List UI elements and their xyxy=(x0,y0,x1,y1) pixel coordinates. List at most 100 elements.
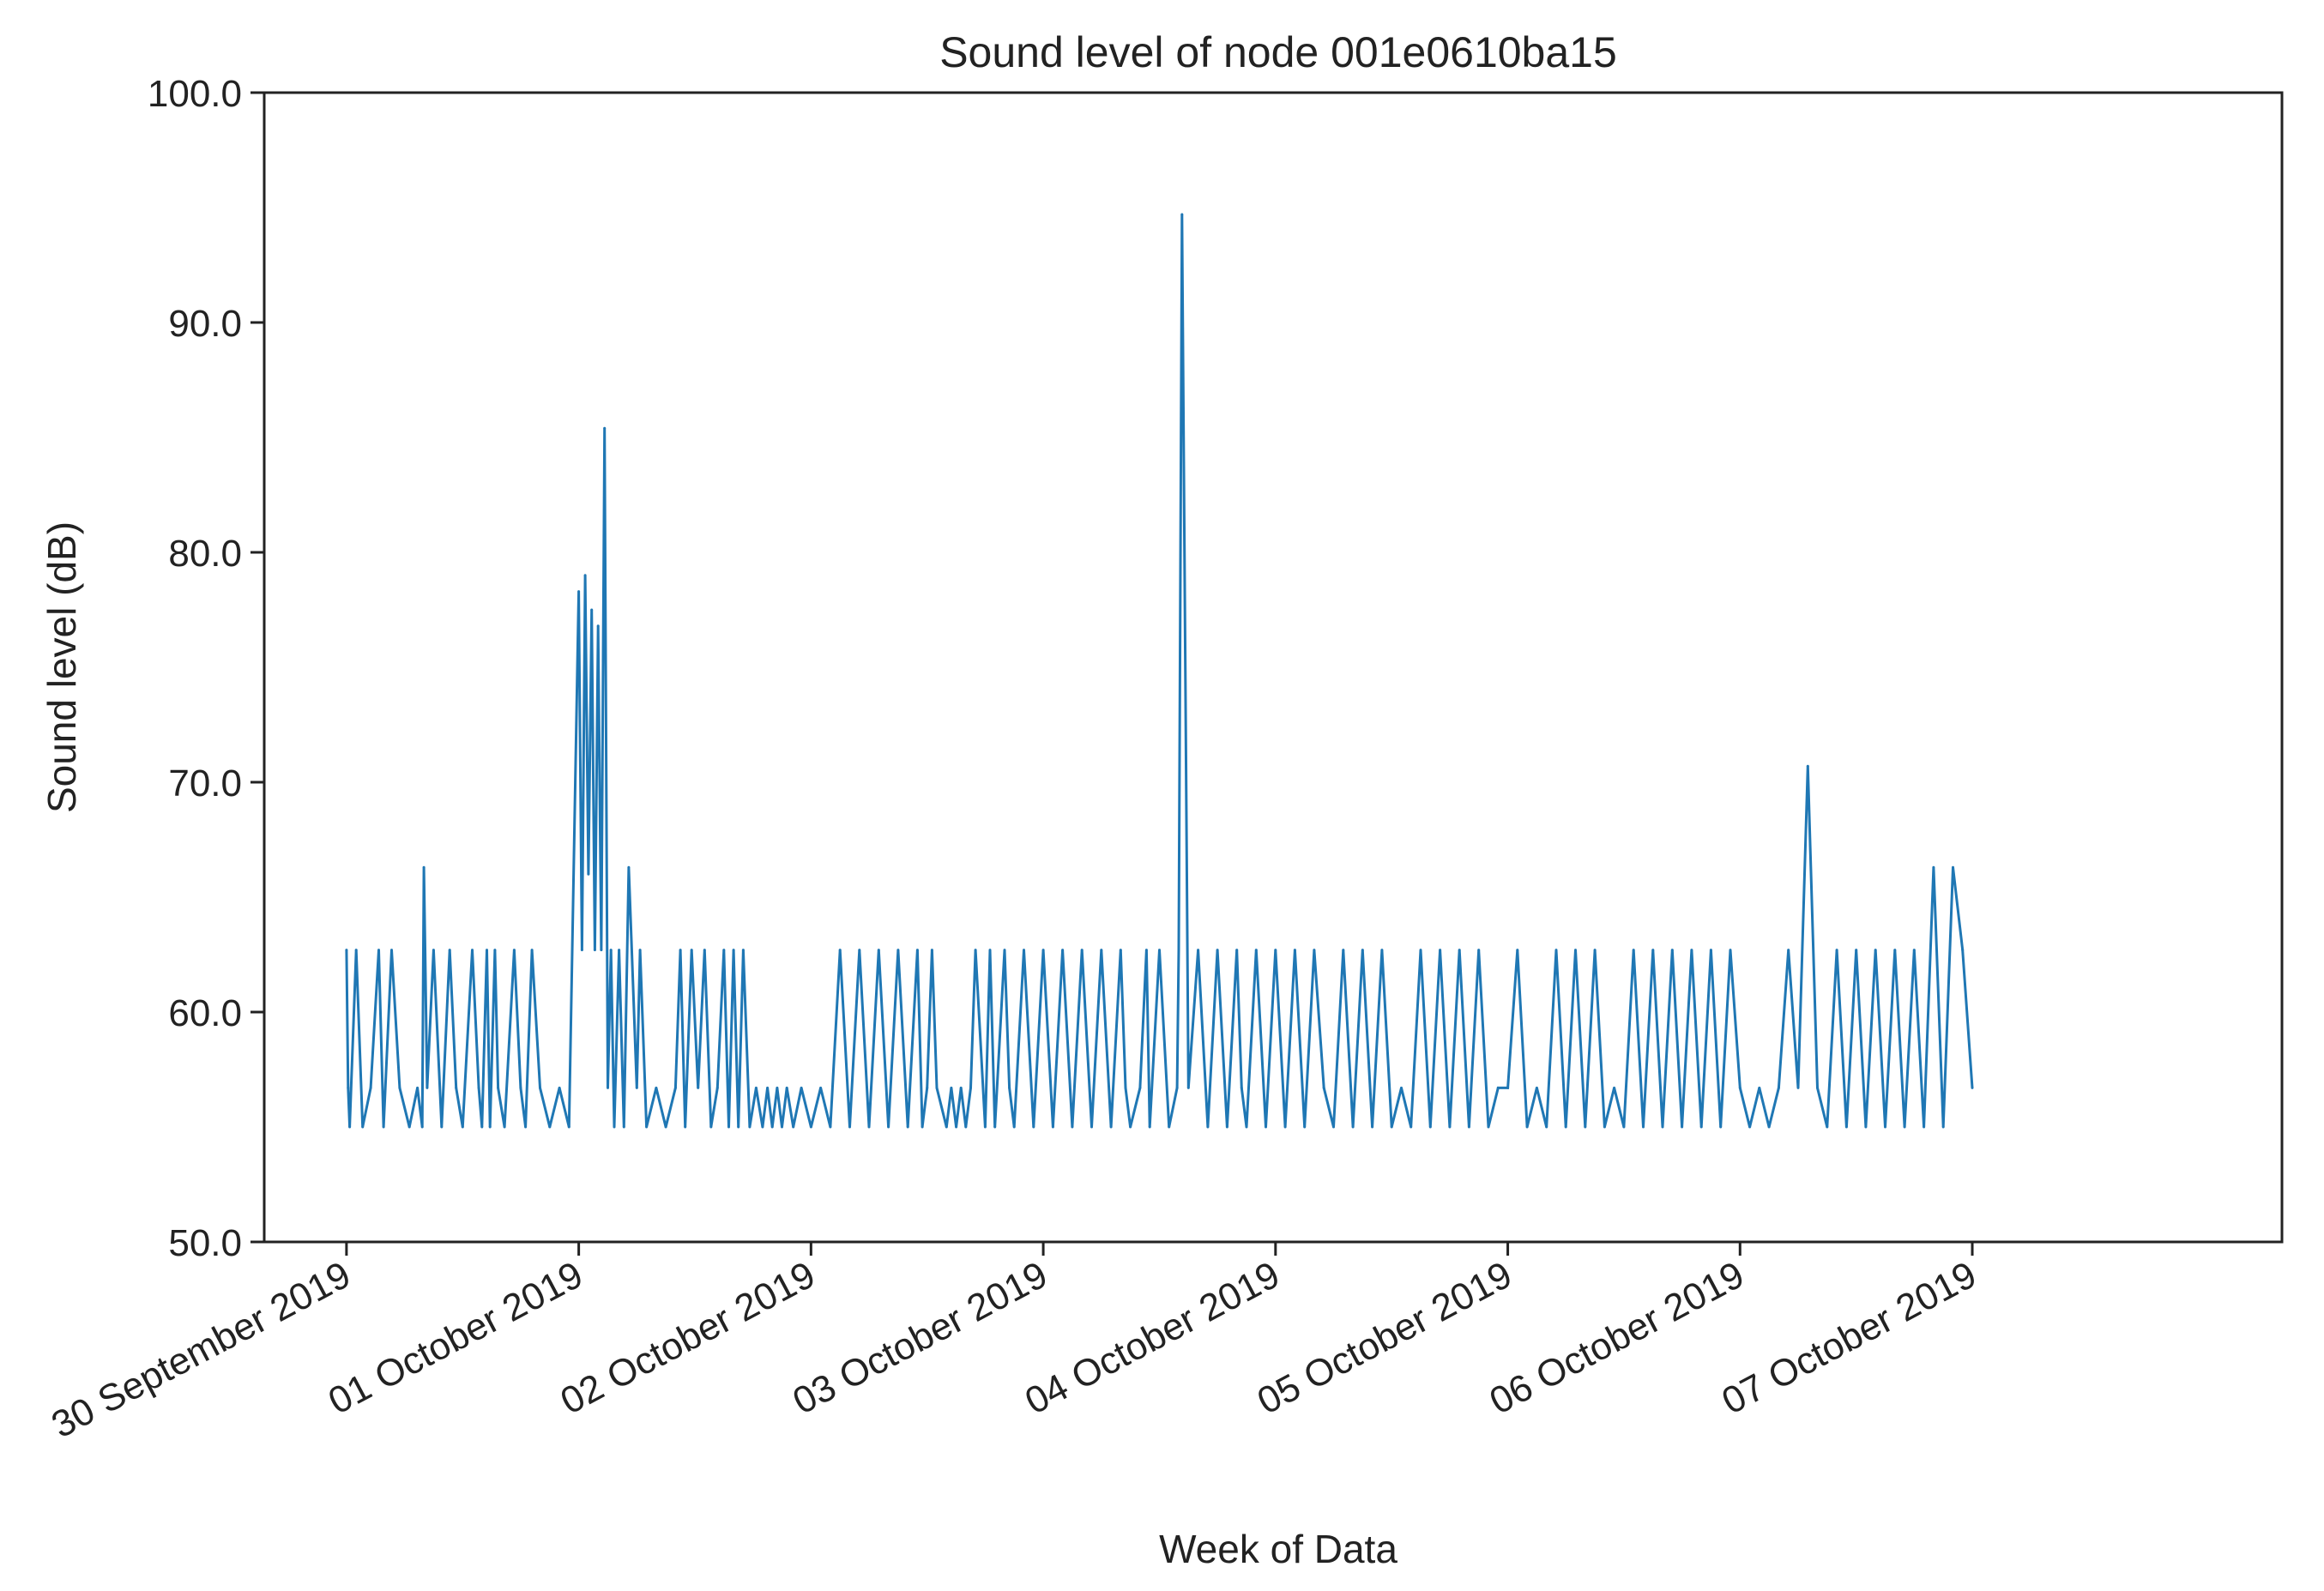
data-point xyxy=(1932,865,1935,869)
data-point xyxy=(587,872,590,876)
data-point xyxy=(829,1125,832,1129)
data-point xyxy=(988,949,992,952)
data-point xyxy=(1952,865,1954,869)
data-point xyxy=(354,949,358,952)
data-point xyxy=(512,949,516,952)
data-point xyxy=(964,1125,968,1129)
data-point xyxy=(1912,949,1916,952)
data-point xyxy=(983,1125,987,1129)
data-point xyxy=(1380,949,1384,952)
data-point xyxy=(1206,1125,1210,1129)
data-point xyxy=(727,1125,730,1129)
data-point xyxy=(1738,1086,1741,1089)
x-tick-label: 30 September 2019 xyxy=(45,1254,357,1447)
data-point xyxy=(748,1125,752,1129)
data-point xyxy=(858,949,861,952)
y-axis-label: Sound level (dB) xyxy=(39,521,84,813)
data-point xyxy=(455,1086,458,1089)
x-tick-label: 01 October 2019 xyxy=(322,1254,589,1423)
data-point xyxy=(1806,764,1809,768)
data-point xyxy=(382,1125,385,1129)
data-point xyxy=(1254,949,1258,952)
data-point xyxy=(1506,1086,1510,1089)
data-point xyxy=(969,1086,972,1089)
data-point xyxy=(426,1086,429,1089)
data-point xyxy=(1719,1125,1723,1129)
data-point xyxy=(622,1125,625,1129)
data-point xyxy=(1061,949,1065,952)
data-point xyxy=(781,1125,783,1129)
data-point xyxy=(950,1086,953,1089)
data-point xyxy=(896,949,900,952)
data-point xyxy=(530,949,534,952)
data-point xyxy=(1332,1125,1335,1129)
data-point xyxy=(766,1086,770,1089)
data-point xyxy=(477,1086,480,1089)
data-point xyxy=(1651,949,1655,952)
data-point xyxy=(548,1125,552,1129)
data-point xyxy=(1400,1086,1403,1089)
data-point xyxy=(1971,1086,1974,1089)
data-point xyxy=(1012,1125,1016,1129)
data-point xyxy=(800,1086,803,1089)
data-point xyxy=(558,1086,561,1089)
data-point xyxy=(361,1125,365,1129)
data-point xyxy=(583,574,587,577)
data-point xyxy=(1100,949,1103,952)
data-point xyxy=(697,1086,700,1089)
data-point xyxy=(1787,949,1790,952)
data-point xyxy=(655,1086,658,1089)
data-point xyxy=(347,1086,350,1089)
data-point xyxy=(906,1125,909,1129)
data-point xyxy=(461,1125,464,1129)
data-point xyxy=(519,1086,522,1089)
data-point xyxy=(1941,1125,1945,1129)
data-point xyxy=(635,1086,638,1089)
data-point xyxy=(493,949,497,952)
data-point xyxy=(613,1125,616,1129)
y-tick-label: 90.0 xyxy=(168,303,242,345)
data-point xyxy=(1554,949,1558,952)
y-tick-label: 70.0 xyxy=(168,762,242,805)
data-point xyxy=(887,1125,890,1129)
chart-title: Sound level of node 001e0610ba15 xyxy=(939,28,1617,76)
data-point xyxy=(1844,1125,1848,1129)
data-point xyxy=(1748,1125,1752,1129)
data-point xyxy=(1467,1125,1470,1129)
data-point xyxy=(1564,1125,1567,1129)
data-point xyxy=(945,1125,948,1129)
data-point xyxy=(1186,1086,1190,1089)
data-point xyxy=(580,949,583,952)
data-point xyxy=(785,1086,788,1089)
data-point xyxy=(627,865,631,869)
y-tick-label: 100.0 xyxy=(148,73,242,115)
data-point xyxy=(673,1086,677,1089)
data-point xyxy=(524,1125,528,1129)
data-point xyxy=(809,1125,812,1129)
data-point xyxy=(1584,1125,1587,1129)
data-point xyxy=(1274,949,1277,952)
data-point xyxy=(422,865,426,869)
data-point xyxy=(1293,949,1296,952)
data-point xyxy=(867,1125,871,1129)
data-point xyxy=(1961,949,1965,952)
data-point xyxy=(915,949,919,952)
x-tick-label: 07 October 2019 xyxy=(1715,1254,1983,1423)
data-point xyxy=(1690,949,1693,952)
data-point xyxy=(1197,949,1200,952)
data-point xyxy=(1342,949,1345,952)
data-point xyxy=(420,1125,424,1129)
data-point xyxy=(1642,1125,1645,1129)
data-point xyxy=(1148,1125,1151,1129)
data-point xyxy=(679,949,682,952)
data-point xyxy=(926,1086,929,1089)
data-point xyxy=(488,1125,492,1129)
data-point xyxy=(567,1125,570,1129)
data-point xyxy=(480,1125,484,1129)
data-point xyxy=(1496,1086,1500,1089)
data-point xyxy=(471,949,474,952)
data-point xyxy=(1124,1086,1127,1089)
data-point xyxy=(1283,1125,1287,1129)
data-point xyxy=(1816,1086,1819,1089)
